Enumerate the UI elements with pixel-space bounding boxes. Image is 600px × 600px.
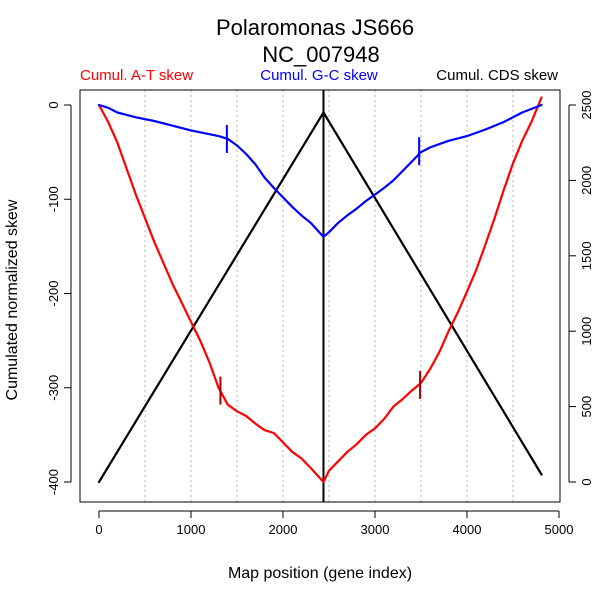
- chart-title: Polaromonas JS666: [216, 15, 414, 40]
- x-tick-label: 2000: [269, 522, 298, 537]
- x-tick-label: 0: [95, 522, 102, 537]
- y-right-tick-label: 500: [579, 396, 594, 418]
- plot-frame: [79, 89, 561, 503]
- y-left-tick-label: -100: [46, 186, 61, 212]
- series-line-cumul-a-t-skew: [97, 96, 543, 484]
- x-tick-label: 4000: [453, 522, 482, 537]
- y-left-tick-label: -300: [46, 375, 61, 401]
- y-right-tick-label: 1000: [579, 317, 594, 346]
- series-line-cumul-cds-skew: [97, 111, 543, 484]
- y-axis-label: Cumulated normalized skew: [4, 199, 21, 400]
- legend-at-skew: Cumul. A-T skew: [80, 67, 193, 84]
- y-right-tick-label: 2000: [579, 166, 594, 195]
- y-left-tick-label: -200: [46, 280, 61, 306]
- y-right-tick-label: 2500: [579, 91, 594, 120]
- y-right-tick-label: 1500: [579, 241, 594, 270]
- x-axis-label: Map position (gene index): [228, 565, 412, 582]
- series-line-cumul-g-c-skew: [97, 103, 543, 238]
- legend-cds-skew: Cumul. CDS skew: [436, 67, 558, 84]
- y-left-tick-label: -400: [46, 469, 61, 495]
- legend-gc-skew: Cumul. G-C skew: [260, 67, 378, 84]
- y-right-tick-label: 0: [579, 478, 594, 485]
- y-left-tick-label: 0: [46, 101, 61, 108]
- x-tick-label: 1000: [177, 522, 206, 537]
- x-tick-label: 5000: [545, 522, 574, 537]
- x-tick-label: 3000: [361, 522, 390, 537]
- chart-subtitle: NC_007948: [262, 42, 379, 67]
